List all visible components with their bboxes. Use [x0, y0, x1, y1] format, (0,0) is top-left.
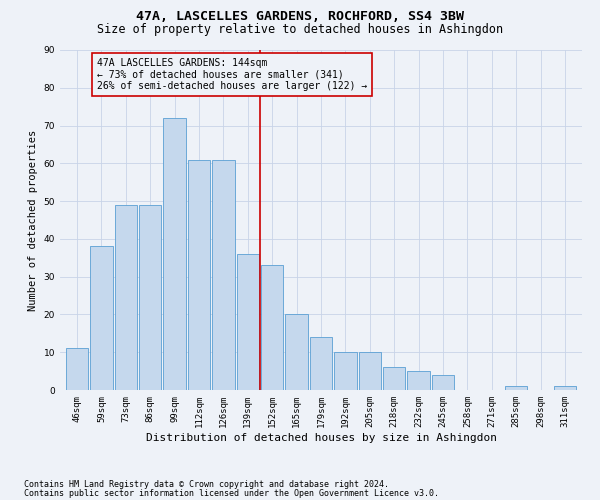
Bar	[261, 266, 283, 390]
Bar	[163, 118, 186, 390]
Text: Size of property relative to detached houses in Ashingdon: Size of property relative to detached ho…	[97, 22, 503, 36]
Bar	[554, 386, 576, 390]
Bar	[383, 368, 406, 390]
Bar	[432, 375, 454, 390]
Bar	[505, 386, 527, 390]
Bar	[407, 371, 430, 390]
Bar	[310, 337, 332, 390]
Text: Contains public sector information licensed under the Open Government Licence v3: Contains public sector information licen…	[24, 488, 439, 498]
Bar	[90, 246, 113, 390]
Bar	[139, 205, 161, 390]
Text: 47A, LASCELLES GARDENS, ROCHFORD, SS4 3BW: 47A, LASCELLES GARDENS, ROCHFORD, SS4 3B…	[136, 10, 464, 23]
Bar	[66, 348, 88, 390]
Bar	[359, 352, 381, 390]
Bar	[236, 254, 259, 390]
X-axis label: Distribution of detached houses by size in Ashingdon: Distribution of detached houses by size …	[146, 432, 497, 442]
Bar	[212, 160, 235, 390]
Text: Contains HM Land Registry data © Crown copyright and database right 2024.: Contains HM Land Registry data © Crown c…	[24, 480, 389, 489]
Bar	[115, 205, 137, 390]
Bar	[334, 352, 356, 390]
Text: 47A LASCELLES GARDENS: 144sqm
← 73% of detached houses are smaller (341)
26% of : 47A LASCELLES GARDENS: 144sqm ← 73% of d…	[97, 58, 367, 91]
Y-axis label: Number of detached properties: Number of detached properties	[28, 130, 38, 310]
Bar	[188, 160, 210, 390]
Bar	[286, 314, 308, 390]
